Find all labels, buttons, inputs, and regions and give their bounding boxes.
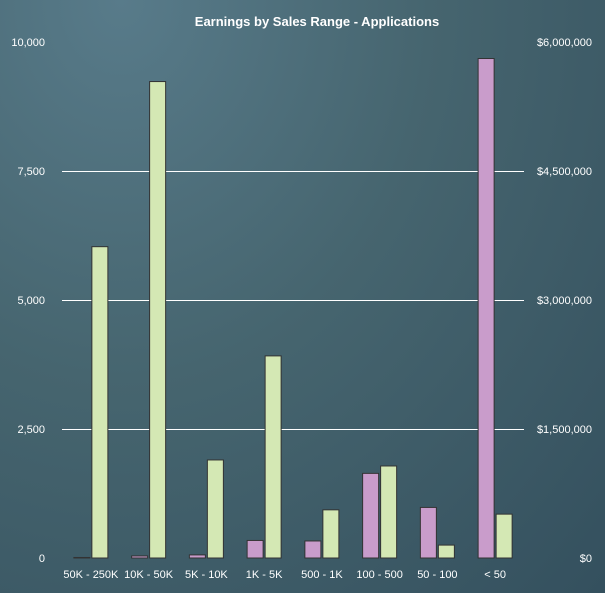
left-tick-label: 7,500 (17, 166, 45, 178)
x-tick-label: 50 - 100 (417, 569, 457, 581)
x-tick-label: 10K - 50K (124, 569, 174, 581)
bar-earnings (322, 509, 340, 559)
bar-earnings (206, 459, 224, 559)
left-tick-label: 0 (39, 553, 45, 565)
bar-count (131, 555, 149, 559)
bar-count (477, 58, 495, 559)
bar-count (73, 556, 91, 559)
bars (73, 58, 513, 559)
gridlines (62, 171, 524, 430)
left-tick-label: 2,500 (17, 424, 45, 436)
bar-earnings (380, 465, 398, 559)
bar-count (304, 540, 322, 559)
bar-count (246, 539, 264, 559)
x-tick-label: 1K - 5K (246, 569, 283, 581)
x-tick-label: < 50 (484, 569, 506, 581)
x-tick-label: 500 - 1K (301, 569, 343, 581)
chart-title: Earnings by Sales Range - Applications (195, 14, 439, 29)
left-tick-label: 5,000 (17, 295, 45, 307)
bar-earnings (495, 513, 513, 559)
x-tick-label: 50K - 250K (63, 569, 119, 581)
x-tick-label: 5K - 10K (185, 569, 228, 581)
right-axis: $0 $1,500,000 $3,000,000 $4,500,000 $6,000,0… (537, 37, 592, 565)
x-axis: 50K - 250K 10K - 50K 5K - 10K 1K - 5K 500 - … (63, 569, 506, 581)
right-tick-label: $0 (580, 553, 592, 565)
bar-earnings (264, 355, 282, 559)
x-tick-label: 100 - 500 (356, 569, 402, 581)
bar-earnings (91, 246, 109, 559)
right-tick-label: $4,500,000 (537, 166, 592, 178)
bar-earnings (437, 544, 455, 559)
right-tick-label: $1,500,000 (537, 424, 592, 436)
bar-count (419, 506, 437, 559)
left-axis: 0 2,500 5,000 7,500 10,000 (11, 37, 45, 565)
right-tick-label: $6,000,000 (537, 37, 592, 49)
left-tick-label: 10,000 (11, 37, 45, 49)
right-tick-label: $3,000,000 (537, 295, 592, 307)
bar-count (188, 554, 206, 559)
bar-earnings (149, 81, 167, 559)
bar-count (362, 472, 380, 559)
